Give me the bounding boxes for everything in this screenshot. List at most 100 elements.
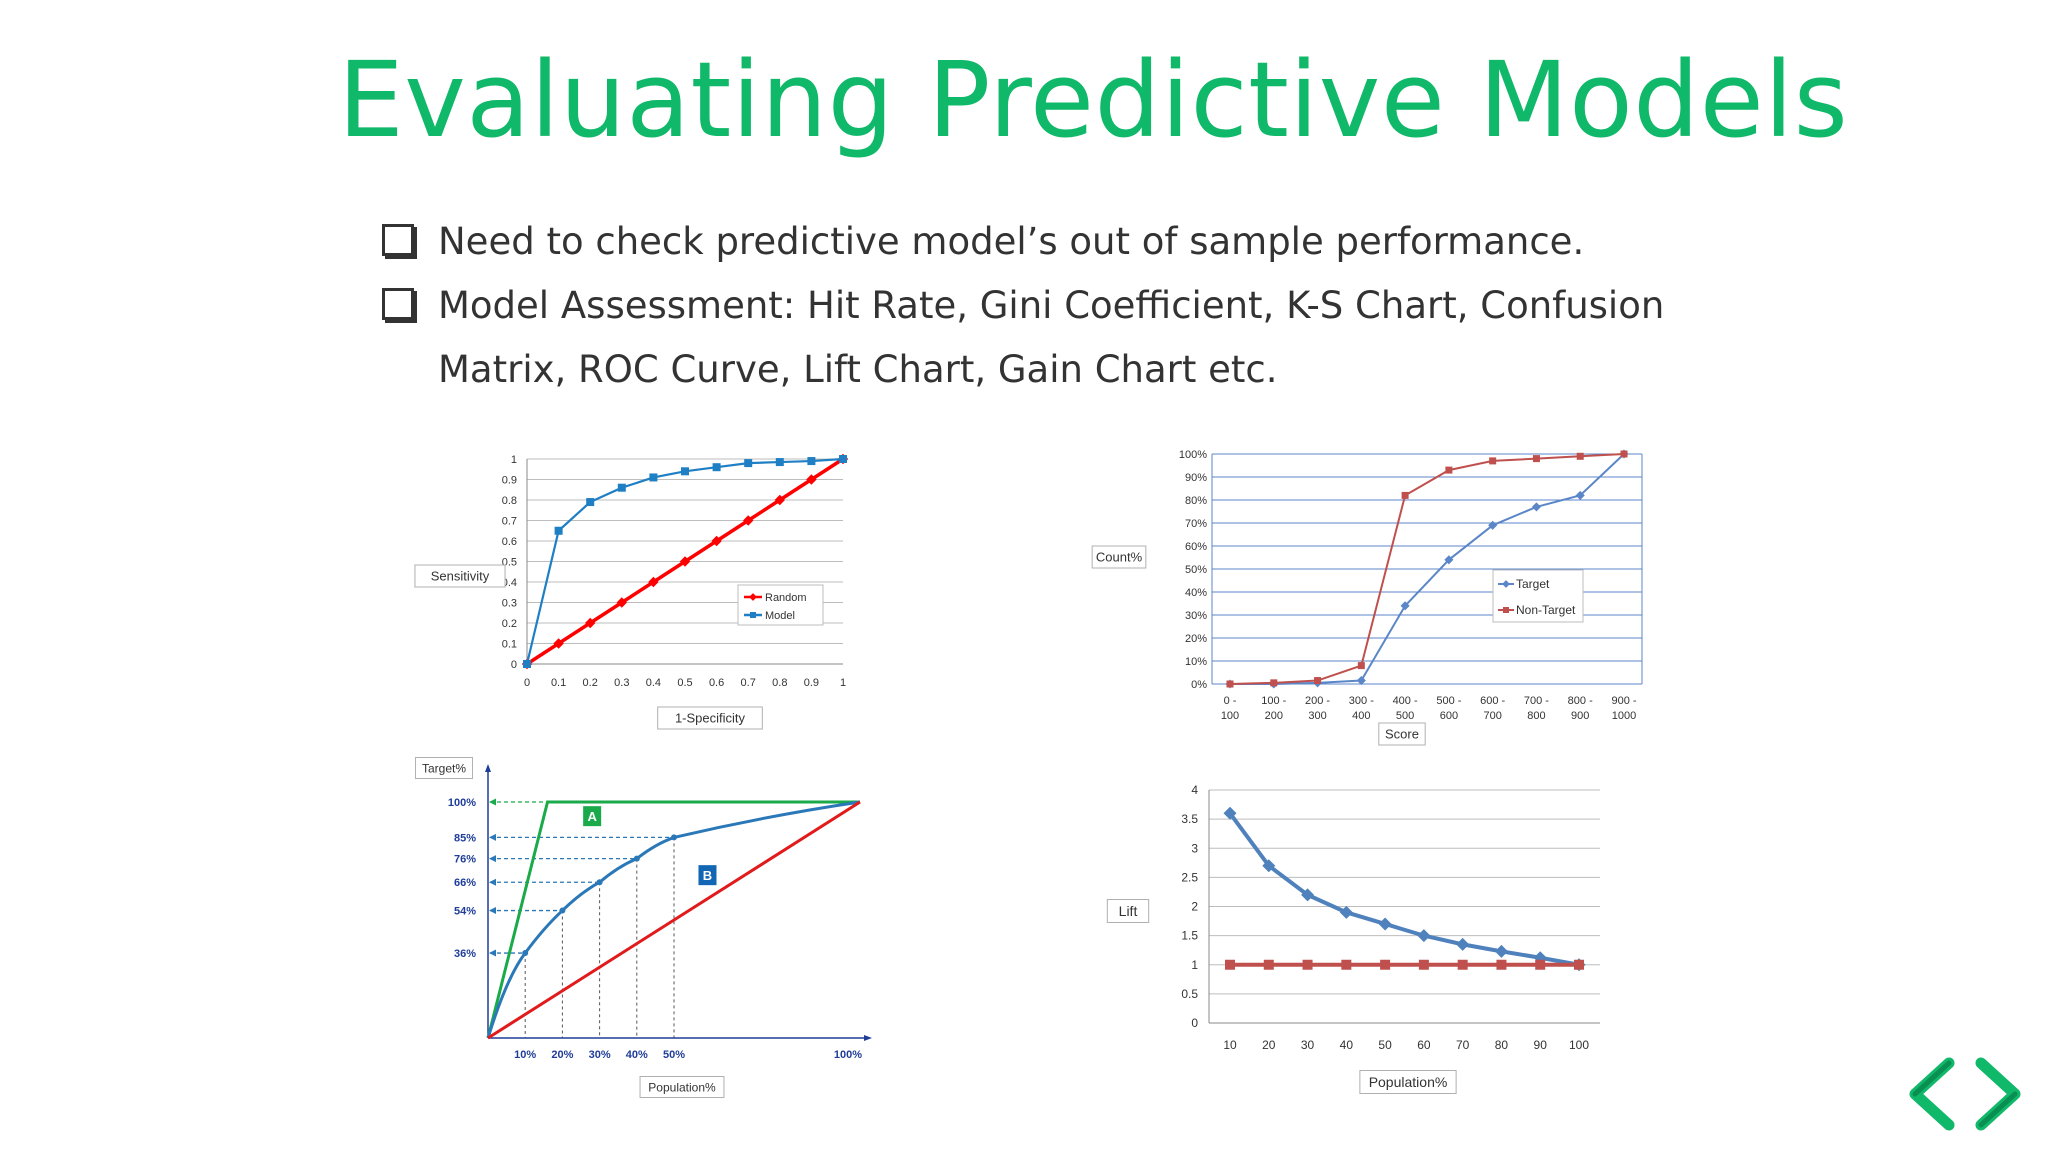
data-point bbox=[1494, 944, 1508, 958]
x-tick-label: 30% bbox=[589, 1049, 611, 1061]
data-point bbox=[1575, 490, 1585, 500]
data-point bbox=[1457, 959, 1468, 970]
x-tick-label: 400 -500 bbox=[1393, 695, 1418, 722]
y-tick-label: 0.5 bbox=[1181, 987, 1198, 1001]
series-line-random bbox=[487, 800, 861, 1040]
x-tick-label: 1 bbox=[840, 677, 846, 689]
y-axis-label-box bbox=[1106, 899, 1150, 923]
y-tick-label: 30% bbox=[1185, 610, 1207, 622]
series-line bbox=[1230, 453, 1625, 685]
y-tick-label: 20% bbox=[1185, 633, 1207, 645]
slide-title: Evaluating Predictive Models bbox=[338, 39, 1849, 161]
annotation-box bbox=[698, 865, 717, 886]
y-tick-label: 4 bbox=[1191, 783, 1198, 797]
data-point bbox=[839, 455, 847, 463]
data-point bbox=[1357, 662, 1365, 670]
x-tick-label: 30 bbox=[1301, 1038, 1315, 1052]
data-point bbox=[553, 638, 564, 649]
y-tick-label: 66% bbox=[454, 877, 476, 889]
x-tick-label: 100% bbox=[834, 1049, 862, 1061]
data-point bbox=[616, 597, 627, 608]
data-point bbox=[1400, 601, 1410, 611]
x-axis-label: Population% bbox=[648, 1080, 716, 1094]
x-axis-label: Population% bbox=[1369, 1074, 1448, 1090]
y-tick-label: 1 bbox=[511, 454, 517, 466]
y-tick-label: 85% bbox=[454, 832, 476, 844]
y-tick-label: 100% bbox=[1179, 449, 1207, 461]
data-point bbox=[712, 463, 721, 472]
lift-chart: 0 0.5 1 1.5 2 2.5 3 3.5 4 10 20 30 40 50 60 70 80 90 100 Po… bbox=[1106, 783, 1600, 1094]
y-tick-label: 1 bbox=[1191, 958, 1198, 972]
data-point bbox=[806, 474, 817, 485]
x-tick-label: 0.7 bbox=[741, 677, 756, 689]
x-tick-label: 40% bbox=[626, 1049, 648, 1061]
data-point bbox=[1339, 905, 1353, 919]
data-point bbox=[1417, 929, 1431, 943]
roc-curve-chart: 0 0.1 0.2 0.3 0.4 0.5 0.6 0.7 0.8 0.9 1 0 0.1 0.2 0.3 0… bbox=[414, 453, 849, 730]
y-tick-label: 54% bbox=[454, 906, 476, 918]
data-point bbox=[1226, 680, 1234, 688]
bullet-item: Need to check predictive model’s out of … bbox=[380, 210, 1680, 274]
guide-arrowhead bbox=[489, 949, 496, 957]
data-point bbox=[1263, 959, 1274, 970]
bullet-list: Need to check predictive model’s out of … bbox=[380, 210, 1680, 402]
legend-marker bbox=[750, 612, 756, 618]
x-tick-label: 60 bbox=[1417, 1038, 1431, 1052]
data-point bbox=[774, 494, 785, 506]
data-point bbox=[1531, 502, 1541, 512]
y-tick-label: 0.8 bbox=[502, 495, 517, 507]
y-tick-label: 0 bbox=[511, 659, 517, 671]
y-tick-label: 50% bbox=[1185, 564, 1207, 576]
x-tick-label: 10% bbox=[514, 1049, 536, 1061]
bullet-item: Model Assessment: Hit Rate, Gini Coeffic… bbox=[380, 274, 1680, 402]
data-point bbox=[1535, 959, 1546, 970]
x-tick-label: 0.2 bbox=[583, 677, 598, 689]
y-tick-label: 0 bbox=[1191, 1016, 1198, 1030]
x-tick-label: 70 bbox=[1456, 1038, 1470, 1052]
data-point bbox=[617, 483, 626, 492]
slide-nav-logo-icon bbox=[1909, 1057, 2021, 1131]
series-line-perfect bbox=[486, 800, 860, 1039]
data-point bbox=[633, 855, 640, 862]
data-point bbox=[807, 457, 816, 466]
y-tick-label: 0.7 bbox=[502, 516, 517, 528]
data-point bbox=[1620, 450, 1628, 458]
data-point bbox=[1488, 520, 1498, 530]
data-point bbox=[743, 515, 754, 526]
checkbox-bullet-icon bbox=[382, 288, 414, 320]
legend-marker bbox=[1502, 580, 1510, 588]
x-tick-label: 0 -100 bbox=[1221, 695, 1239, 722]
x-tick-label: 10 bbox=[1223, 1038, 1237, 1052]
legend-marker bbox=[749, 593, 757, 601]
guide-arrowhead bbox=[489, 907, 496, 915]
y-axis-label: Target% bbox=[422, 761, 466, 775]
data-point bbox=[1262, 859, 1276, 873]
data-point bbox=[1314, 677, 1322, 685]
x-tick-label: 0.6 bbox=[709, 677, 724, 689]
y-tick-label: 76% bbox=[454, 854, 476, 866]
data-point bbox=[586, 498, 595, 507]
x-axis-label: 1-Specificity bbox=[675, 711, 746, 726]
x-tick-label: 200 -300 bbox=[1305, 695, 1330, 722]
x-tick-label: 20 bbox=[1262, 1038, 1276, 1052]
data-point bbox=[1380, 959, 1391, 970]
data-point bbox=[744, 459, 753, 468]
x-tick-label: 0.4 bbox=[646, 677, 661, 689]
guide-arrowhead bbox=[489, 855, 496, 863]
data-point bbox=[1456, 937, 1470, 951]
series-line bbox=[1229, 453, 1625, 685]
data-point bbox=[1444, 555, 1454, 565]
data-point bbox=[1489, 457, 1497, 465]
x-tick-label: 600 -700 bbox=[1480, 695, 1505, 722]
data-point bbox=[775, 458, 784, 467]
annotation-label: A bbox=[587, 809, 597, 824]
y-tick-label: 10% bbox=[1185, 656, 1207, 668]
x-axis-arrow bbox=[864, 1035, 872, 1041]
data-point bbox=[1445, 466, 1453, 474]
data-point bbox=[711, 535, 722, 547]
data-point bbox=[554, 526, 563, 535]
data-point bbox=[522, 950, 529, 957]
y-tick-label: 0.2 bbox=[502, 618, 517, 630]
x-axis-label-box bbox=[1378, 722, 1426, 746]
y-tick-label: 60% bbox=[1185, 541, 1207, 553]
